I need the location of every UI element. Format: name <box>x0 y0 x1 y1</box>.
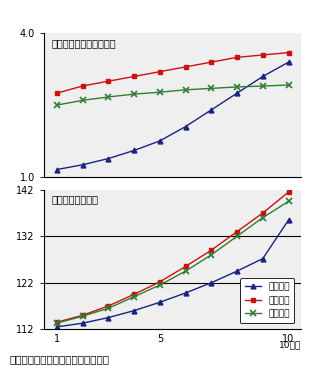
ケース２ <box>209 248 213 252</box>
ケース１ <box>132 308 136 313</box>
ケース１ <box>55 167 59 172</box>
ケース２ <box>184 65 187 69</box>
ケース２ <box>158 70 162 74</box>
ケース２ <box>287 190 290 194</box>
ケース１ <box>235 91 239 95</box>
ケース１ <box>81 163 84 167</box>
ケース１ <box>106 156 110 161</box>
ケース３ <box>184 269 187 273</box>
Line: ケース３: ケース３ <box>54 198 292 326</box>
ケース３ <box>287 199 290 203</box>
ケース１ <box>106 315 110 320</box>
ケース２ <box>261 53 265 57</box>
ケース２ <box>261 211 265 215</box>
ケース２ <box>81 84 84 88</box>
ケース２ <box>132 74 136 78</box>
ケース１ <box>287 60 290 64</box>
ケース３ <box>55 321 59 326</box>
ケース３ <box>158 283 162 287</box>
ケース２ <box>55 91 59 95</box>
ケース１ <box>81 321 84 326</box>
ケース２ <box>55 320 59 324</box>
ケース１ <box>261 74 265 78</box>
ケース３ <box>184 87 187 92</box>
ケース３ <box>287 83 290 87</box>
ケース３ <box>158 90 162 94</box>
ケース１ <box>287 218 290 222</box>
ケース３ <box>106 306 110 311</box>
Text: 図３　農家経済余剰と純資産の推移: 図３ 農家経済余剰と純資産の推移 <box>9 355 109 365</box>
Line: ケース２: ケース２ <box>54 190 291 325</box>
ケース２ <box>106 304 110 308</box>
Line: ケース３: ケース３ <box>54 82 292 108</box>
ケース１ <box>235 269 239 273</box>
ケース２ <box>106 79 110 83</box>
ケース３ <box>235 234 239 238</box>
ケース１ <box>184 291 187 295</box>
ケース３ <box>81 314 84 318</box>
ケース１ <box>261 256 265 261</box>
Line: ケース１: ケース１ <box>54 60 291 172</box>
ケース２ <box>287 50 290 55</box>
Line: ケース２: ケース２ <box>54 50 291 96</box>
ケース１ <box>209 108 213 112</box>
ケース３ <box>235 85 239 89</box>
Line: ケース１: ケース１ <box>54 218 291 329</box>
ケース１ <box>55 325 59 329</box>
ケース３ <box>261 84 265 88</box>
ケース３ <box>209 253 213 257</box>
ケース２ <box>81 313 84 317</box>
Text: 純資産（百万円）: 純資産（百万円） <box>52 194 99 204</box>
Text: 農家経済余剰（百万円）: 農家経済余剰（百万円） <box>52 38 116 48</box>
ケース２ <box>209 60 213 64</box>
ケース２ <box>235 55 239 60</box>
ケース３ <box>106 95 110 99</box>
ケース１ <box>184 124 187 129</box>
ケース３ <box>209 86 213 91</box>
ケース２ <box>184 264 187 269</box>
ケース２ <box>158 279 162 284</box>
ケース１ <box>132 148 136 153</box>
Legend: ケース１, ケース２, ケース３: ケース１, ケース２, ケース３ <box>240 278 294 323</box>
ケース１ <box>209 280 213 285</box>
ケース２ <box>235 229 239 234</box>
ケース３ <box>261 215 265 220</box>
ケース１ <box>158 300 162 304</box>
ケース３ <box>81 98 84 103</box>
ケース３ <box>132 294 136 299</box>
Text: 10年目: 10年目 <box>279 340 301 349</box>
ケース２ <box>132 292 136 296</box>
ケース１ <box>158 139 162 143</box>
ケース３ <box>55 103 59 107</box>
ケース３ <box>132 92 136 96</box>
